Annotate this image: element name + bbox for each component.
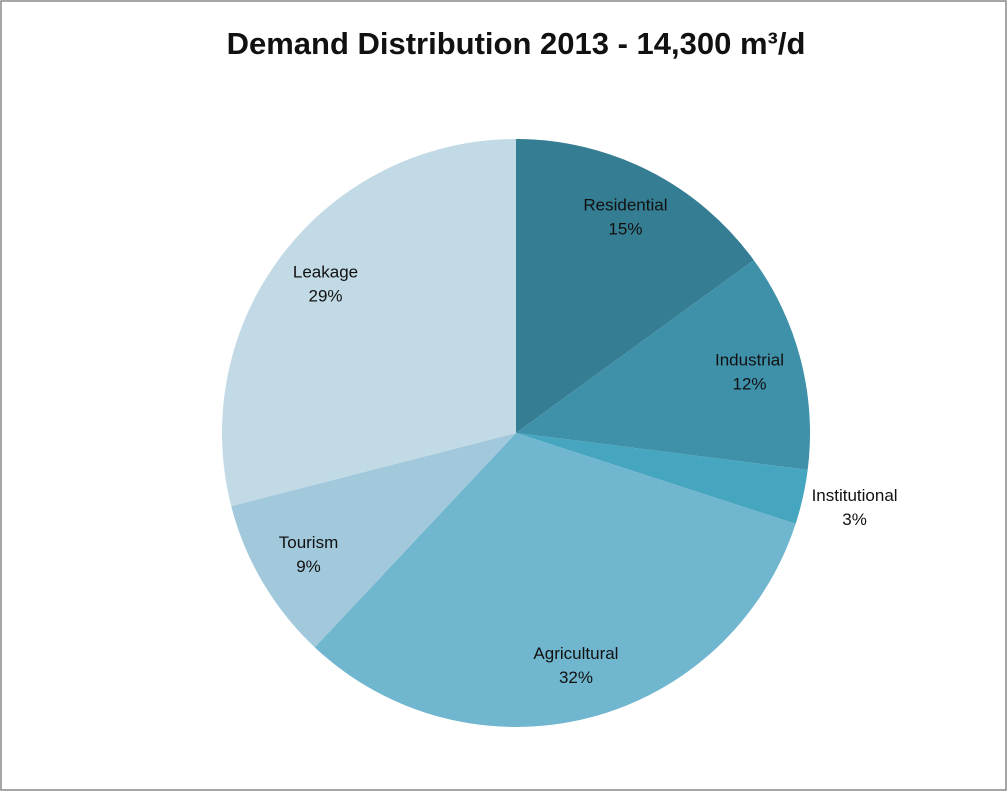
- slice-label: Residential: [583, 196, 667, 215]
- pie-slice: [516, 260, 811, 470]
- slice-label: Industrial: [715, 351, 784, 370]
- slice-label: Institutional: [812, 486, 898, 505]
- pie-slice: [516, 139, 754, 433]
- pie-slice: [516, 433, 808, 524]
- slice-value-label: 29%: [308, 287, 342, 306]
- slice-label: Tourism: [279, 533, 339, 552]
- slice-value-label: 32%: [559, 668, 593, 687]
- slice-label: Leakage: [293, 263, 358, 282]
- slice-value-label: 12%: [732, 375, 766, 394]
- chart-title: Demand Distribution 2013 - 14,300 m³/d: [227, 26, 806, 61]
- slice-value-label: 9%: [296, 557, 321, 576]
- pie-slice: [221, 139, 516, 507]
- pie-slice: [231, 433, 516, 648]
- slice-value-label: 15%: [608, 220, 642, 239]
- slice-value-label: 3%: [842, 510, 867, 529]
- slice-label: Agricultural: [533, 644, 618, 663]
- pie-slice: [314, 433, 796, 727]
